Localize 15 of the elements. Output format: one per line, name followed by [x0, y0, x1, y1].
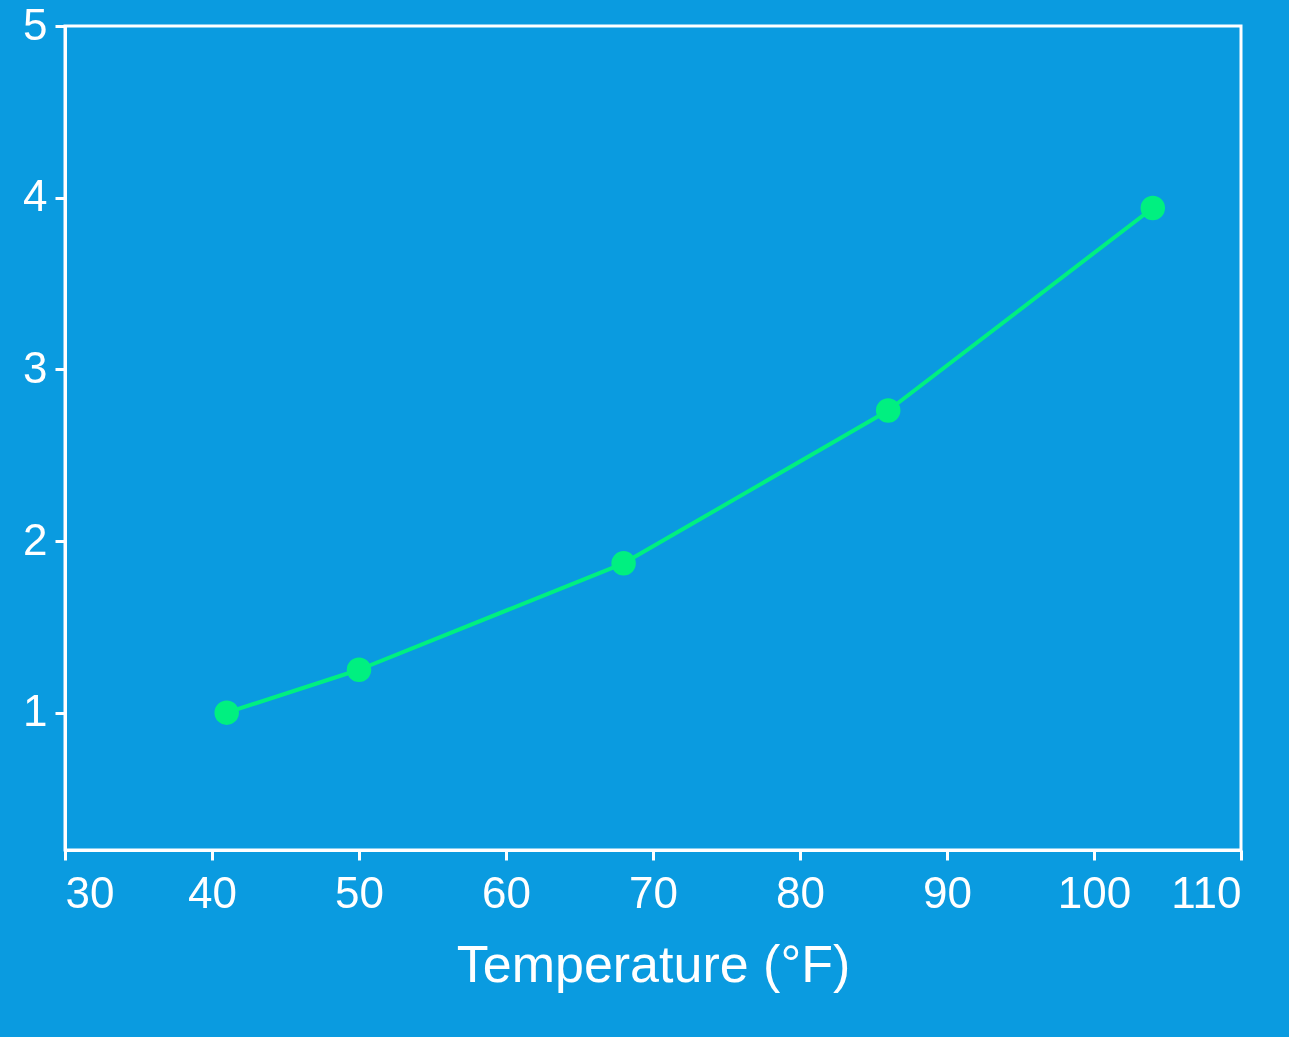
y-tick-label: 1 — [23, 686, 48, 736]
x-tick-label: 60 — [482, 867, 531, 917]
x-tick-label: 100 — [1057, 867, 1132, 917]
x-tick-label: 30 — [65, 867, 115, 917]
x-axis-title: Temperature (°F) — [456, 934, 851, 993]
x-tick-label: 50 — [335, 867, 384, 917]
y-tick-label: 2 — [23, 514, 48, 564]
x-tick-label: 40 — [188, 867, 237, 917]
x-tick-label: 90 — [923, 867, 972, 917]
x-tick-label: 70 — [629, 867, 678, 917]
y-tick-label: 5 — [23, 0, 48, 49]
x-tick-label: 80 — [776, 867, 825, 917]
y-tick-label: 3 — [23, 342, 48, 392]
x-tick-label: 110 — [1171, 867, 1242, 917]
y-tick-label: 4 — [23, 171, 48, 221]
